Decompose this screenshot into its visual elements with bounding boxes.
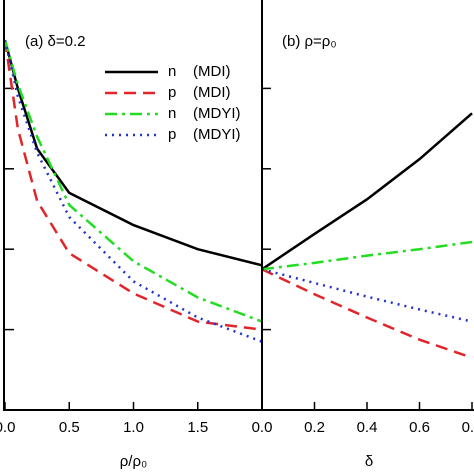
x-tick-label: 0.2 xyxy=(304,419,325,436)
series-line xyxy=(261,268,473,359)
legend-label: n (MDI) xyxy=(168,63,231,80)
x-tick-label: 0.0 xyxy=(0,419,15,436)
x-axis-label: ρ/ρ₀ xyxy=(120,453,147,470)
series-line xyxy=(3,39,263,343)
x-tick-label: 0.8 xyxy=(462,419,474,436)
legend-label: p (MDYI) xyxy=(168,126,241,143)
x-tick-label: 0.6 xyxy=(409,419,430,436)
series-line xyxy=(261,112,473,271)
series-line xyxy=(3,39,263,331)
panel-title: (b) ρ=ρ₀ xyxy=(282,33,337,50)
series-line xyxy=(3,39,263,267)
x-tick-label: 0.0 xyxy=(252,419,273,436)
x-axis-label: δ xyxy=(365,453,373,470)
series-line xyxy=(3,39,263,323)
x-tick-label: 0.5 xyxy=(59,419,80,436)
series-line xyxy=(261,240,473,271)
legend-label: n (MDYI) xyxy=(168,105,241,122)
series-line xyxy=(261,268,473,323)
x-tick-label: 1.0 xyxy=(123,419,144,436)
legend-label: p (MDI) xyxy=(168,84,231,101)
plot-frame xyxy=(3,0,474,411)
panel-title: (a) δ=0.2 xyxy=(25,33,85,50)
x-tick-label: 0.4 xyxy=(357,419,378,436)
x-tick-label: 1.5 xyxy=(187,419,208,436)
